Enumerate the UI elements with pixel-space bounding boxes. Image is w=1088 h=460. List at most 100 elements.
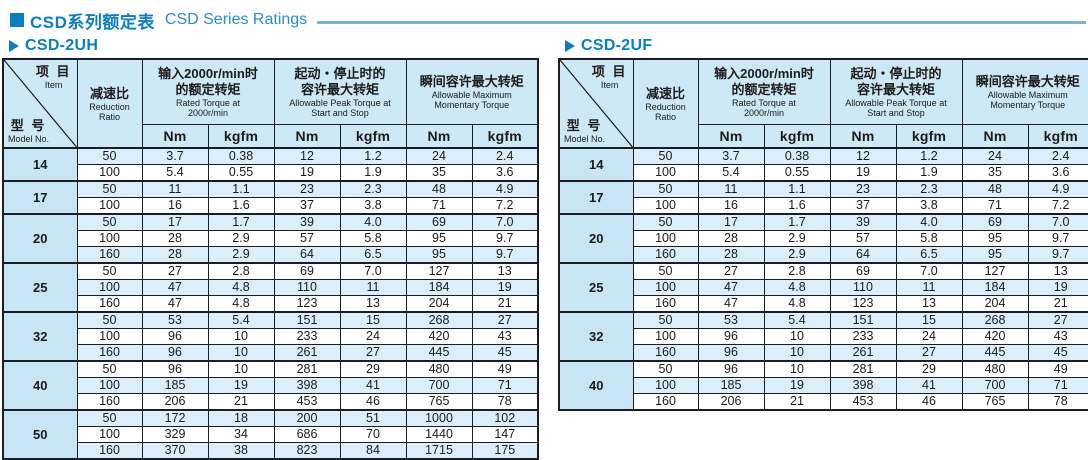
torque-value-cell: 19 bbox=[1027, 279, 1088, 296]
table-row: 32 50 53 5.4 151 15 268 27 bbox=[2, 311, 539, 362]
torque-value-cell: 206 bbox=[141, 393, 209, 411]
torque-value-cell: 823 bbox=[273, 442, 341, 460]
torque-value-cell: 71 bbox=[961, 197, 1029, 215]
reduction-ratio-cell: 160 bbox=[76, 246, 143, 264]
torque-value-cell: 71 bbox=[471, 377, 539, 394]
table-row: 160 206 21 453 46 765 78 bbox=[559, 393, 1088, 411]
torque-value-cell: 185 bbox=[141, 377, 209, 394]
torque-value-cell: 1.2 bbox=[339, 147, 407, 165]
reduction-ratio-cell: 100 bbox=[632, 377, 699, 394]
torque-value-cell: 7.2 bbox=[471, 197, 539, 215]
torque-value-cell: 16 bbox=[141, 197, 209, 215]
torque-value-cell: 49 bbox=[1027, 360, 1088, 378]
unit-header: kgfm bbox=[339, 123, 407, 149]
model-no-cell: 20 bbox=[2, 213, 78, 264]
torque-value-cell: 172 bbox=[141, 409, 209, 427]
torque-value-cell: 96 bbox=[697, 328, 765, 345]
page-title: CSD系列额定表 CSD Series Ratings bbox=[10, 8, 1086, 32]
torque-value-cell: 233 bbox=[273, 328, 341, 345]
reduction-ratio-cell: 160 bbox=[76, 344, 143, 362]
torque-value-cell: 1.9 bbox=[895, 164, 963, 182]
torque-value-cell: 51 bbox=[339, 409, 407, 427]
torque-value-cell: 95 bbox=[961, 230, 1029, 247]
torque-value-cell: 69 bbox=[273, 262, 341, 280]
torque-value-cell: 78 bbox=[471, 393, 539, 411]
table-row: 100 329 34 686 70 1440 147 bbox=[3, 426, 539, 443]
torque-value-cell: 19 bbox=[829, 164, 897, 182]
torque-value-cell: 3.6 bbox=[471, 164, 539, 182]
torque-value-cell: 84 bbox=[339, 442, 407, 460]
table-row: 25 50 27 2.8 69 7.0 127 13 bbox=[2, 262, 539, 313]
reduction-ratio-cell: 160 bbox=[632, 246, 699, 264]
table-row: 100 185 19 398 41 700 71 bbox=[559, 377, 1088, 394]
torque-value-cell: 48 bbox=[405, 180, 473, 198]
table-row: 160 206 21 453 46 765 78 bbox=[3, 393, 539, 411]
reduction-ratio-cell: 100 bbox=[632, 197, 699, 215]
torque-value-cell: 151 bbox=[273, 311, 341, 329]
torque-value-cell: 0.55 bbox=[763, 164, 831, 182]
momentary-torque-header: 瞬间容许最大转矩 Allowable Maximum Momentary Tor… bbox=[405, 58, 539, 125]
torque-value-cell: 453 bbox=[273, 393, 341, 411]
table-row: 20 50 17 1.7 39 4.0 69 7.0 bbox=[2, 213, 539, 264]
torque-value-cell: 151 bbox=[829, 311, 897, 329]
torque-value-cell: 96 bbox=[697, 344, 765, 362]
torque-value-cell: 5.4 bbox=[763, 311, 831, 329]
torque-value-cell: 686 bbox=[273, 426, 341, 443]
torque-value-cell: 13 bbox=[471, 262, 539, 280]
torque-value-cell: 45 bbox=[1027, 344, 1088, 362]
model-no-label: 型 号 Model No. bbox=[8, 118, 50, 144]
torque-value-cell: 19 bbox=[763, 377, 831, 394]
peak-torque-header: 起动・停止时的 容许最大转矩 Allowable Peak Torque at … bbox=[829, 58, 963, 125]
torque-value-cell: 96 bbox=[697, 360, 765, 378]
page-title-en: CSD Series Ratings bbox=[164, 11, 308, 28]
torque-value-cell: 27 bbox=[141, 262, 209, 280]
torque-value-cell: 71 bbox=[405, 197, 473, 215]
torque-value-cell: 123 bbox=[829, 295, 897, 313]
torque-value-cell: 127 bbox=[405, 262, 473, 280]
torque-value-cell: 281 bbox=[829, 360, 897, 378]
torque-value-cell: 1.6 bbox=[207, 197, 275, 215]
torque-value-cell: 11 bbox=[141, 180, 209, 198]
table-row: 160 96 10 261 27 445 45 bbox=[3, 344, 539, 362]
table-row: 100 28 2.9 57 5.8 95 9.7 bbox=[559, 230, 1088, 247]
torque-value-cell: 6.5 bbox=[339, 246, 407, 264]
model-no-cell: 17 bbox=[2, 180, 78, 215]
torque-value-cell: 10 bbox=[207, 360, 275, 378]
torque-value-cell: 110 bbox=[829, 279, 897, 296]
model-no-cell: 14 bbox=[2, 147, 78, 182]
torque-value-cell: 398 bbox=[273, 377, 341, 394]
torque-value-cell: 0.55 bbox=[207, 164, 275, 182]
page-title-zh: CSD系列额定表 bbox=[30, 12, 155, 32]
torque-value-cell: 700 bbox=[961, 377, 1029, 394]
torque-value-cell: 102 bbox=[471, 409, 539, 427]
torque-value-cell: 110 bbox=[273, 279, 341, 296]
torque-value-cell: 53 bbox=[697, 311, 765, 329]
reduction-ratio-cell: 50 bbox=[632, 180, 699, 198]
torque-value-cell: 12 bbox=[829, 147, 897, 165]
unit-header: kgfm bbox=[895, 123, 963, 149]
reduction-ratio-cell: 50 bbox=[632, 262, 699, 280]
torque-value-cell: 24 bbox=[961, 147, 1029, 165]
unit-header: Nm bbox=[405, 123, 473, 149]
ratings-table-csd-2uh: 项 目 Item 型 号 Model No. 减速比 Reduction Rat… bbox=[2, 58, 539, 460]
torque-value-cell: 4.8 bbox=[207, 295, 275, 313]
torque-value-cell: 123 bbox=[273, 295, 341, 313]
torque-value-cell: 147 bbox=[471, 426, 539, 443]
table-row: 100 96 10 233 24 420 43 bbox=[559, 328, 1088, 345]
torque-value-cell: 96 bbox=[141, 360, 209, 378]
torque-value-cell: 420 bbox=[961, 328, 1029, 345]
torque-value-cell: 95 bbox=[405, 230, 473, 247]
torque-value-cell: 268 bbox=[961, 311, 1029, 329]
torque-value-cell: 700 bbox=[405, 377, 473, 394]
torque-value-cell: 370 bbox=[141, 442, 209, 460]
reduction-ratio-cell: 100 bbox=[76, 279, 143, 296]
torque-value-cell: 47 bbox=[141, 279, 209, 296]
model-no-cell: 14 bbox=[558, 147, 634, 182]
torque-value-cell: 9.7 bbox=[471, 246, 539, 264]
torque-value-cell: 39 bbox=[273, 213, 341, 231]
reduction-ratio-header: 减速比 Reduction Ratio bbox=[76, 58, 143, 149]
reduction-ratio-header: 减速比 Reduction Ratio bbox=[632, 58, 699, 149]
model-no-cell: 25 bbox=[558, 262, 634, 313]
unit-header: kgfm bbox=[471, 123, 539, 149]
torque-value-cell: 7.0 bbox=[1027, 213, 1088, 231]
